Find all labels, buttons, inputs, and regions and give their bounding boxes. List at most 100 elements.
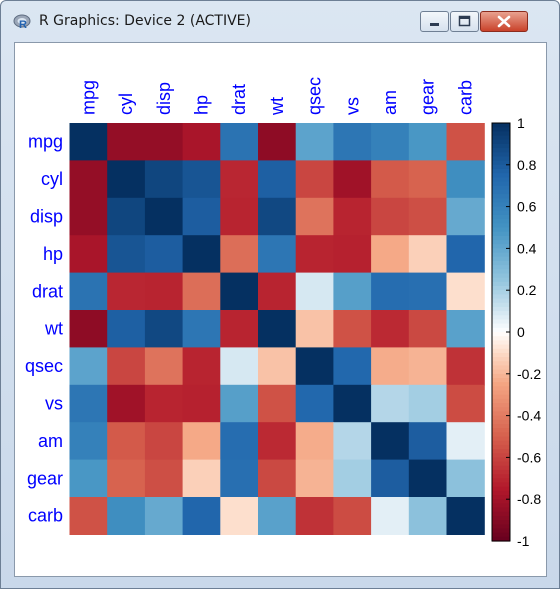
colorbar-segment (492, 332, 510, 337)
heatmap-cell (295, 235, 334, 274)
colorbar-segment (492, 160, 510, 166)
column-label: drat (229, 84, 249, 115)
heatmap-cell (144, 235, 184, 274)
heatmap-cell (333, 497, 372, 535)
colorbar-segment (492, 453, 510, 458)
colorbar-segment (492, 444, 510, 450)
svg-text:R: R (19, 19, 27, 30)
colorbar-tick-label: 0.2 (517, 282, 537, 298)
heatmap-cell (446, 160, 485, 199)
heatmap-cell (371, 197, 410, 236)
heatmap-cell (258, 235, 297, 274)
column-label: carb (455, 80, 475, 115)
heatmap-cell (144, 347, 184, 386)
column-label: qsec (305, 77, 325, 115)
colorbar-segment (492, 486, 510, 492)
heatmap-cell (371, 347, 410, 386)
colorbar-segment (492, 311, 510, 316)
colorbar-segment (492, 323, 510, 329)
heatmap-cell (446, 272, 485, 311)
heatmap-cell (258, 310, 297, 348)
heatmap-cell (69, 197, 108, 236)
colorbar-segment (492, 177, 510, 183)
heatmap-cell (258, 459, 297, 498)
heatmap-cell (220, 384, 259, 423)
heatmap-cell (333, 272, 372, 311)
heatmap-cell (182, 497, 221, 535)
heatmap-cell (182, 235, 221, 274)
correlation-plot: mpg cyl disp hp drat wt qsec vs am gear carb mpgcy… (25, 77, 541, 549)
heatmap-cell (182, 197, 221, 236)
colorbar-segment (492, 231, 510, 237)
heatmap-cell (295, 123, 334, 161)
column-label: mpg (78, 80, 98, 115)
heatmap-cell (446, 197, 485, 236)
colorbar-segment (492, 515, 510, 521)
colorbar-segment (492, 348, 510, 354)
heatmap-cell (69, 272, 108, 311)
heatmap-cell (220, 235, 259, 274)
colorbar-segment (492, 340, 510, 346)
colorbar-segment (492, 373, 510, 379)
heatmap-cell (182, 160, 221, 199)
heatmap-cell (144, 459, 184, 498)
colorbar-segment (492, 499, 510, 504)
colorbar-segment (492, 336, 510, 341)
heatmap-cell (258, 160, 297, 199)
heatmap-cell (333, 310, 372, 348)
close-button[interactable] (480, 11, 528, 32)
colorbar-segment (492, 240, 510, 245)
heatmap-cell (69, 422, 108, 461)
colorbar-segment (492, 269, 510, 275)
colorbar-segment (492, 223, 510, 229)
heatmap-cell (333, 160, 372, 199)
colorbar-segment (492, 131, 510, 137)
maximize-button[interactable] (450, 11, 479, 32)
colorbar-segment (492, 281, 510, 287)
heatmap-cell (220, 272, 259, 311)
row-label: gear (27, 468, 63, 488)
column-label: gear (418, 79, 438, 115)
heatmap-cell (295, 459, 334, 498)
row-label: hp (43, 244, 63, 264)
column-label: wt (267, 97, 287, 116)
heatmap-cell (144, 123, 184, 161)
minimize-button[interactable] (420, 11, 449, 32)
colorbar-segment (492, 219, 510, 224)
column-label: disp (154, 82, 174, 115)
heatmap-cell (371, 160, 410, 199)
column-label: vs (342, 97, 362, 115)
colorbar-segment (492, 440, 510, 446)
heatmap-cell (107, 384, 146, 423)
colorbar-segment (492, 423, 510, 429)
title-bar[interactable]: R R Graphics: Device 2 (ACTIVE) (1, 1, 559, 41)
heatmap-cell (107, 235, 146, 274)
colorbar-segment (492, 352, 510, 358)
row-labels: mpg cyl disp hp drat wt qsec vs am gear carb (25, 132, 63, 526)
heatmap-cell (258, 197, 297, 236)
colorbar-segment (492, 465, 510, 471)
colorbar-segment (492, 319, 510, 325)
column-labels: mpg cyl disp hp drat wt qsec vs am gear carb (78, 77, 475, 116)
heatmap-cell (144, 160, 184, 199)
minimize-icon (430, 23, 439, 26)
colorbar-segment (492, 152, 510, 158)
colorbar-segment (492, 252, 510, 258)
colorbar-segment (492, 361, 510, 367)
heatmap-cell (371, 310, 410, 348)
colorbar-segment (492, 286, 510, 291)
heatmap-cell (371, 384, 410, 423)
heatmap-cell (258, 422, 297, 461)
colorbar-segment (492, 428, 510, 433)
heatmap-cell (182, 347, 221, 386)
colorbar-segment (492, 198, 510, 204)
colorbar-segment (492, 503, 510, 509)
heatmap-cell (408, 459, 448, 498)
heatmap-cell (220, 459, 259, 498)
colorbar-segment (492, 419, 510, 425)
column-label: hp (191, 95, 211, 115)
heatmap-cell (295, 497, 334, 535)
heatmap-cell (295, 347, 334, 386)
heatmap-cell (107, 310, 146, 348)
